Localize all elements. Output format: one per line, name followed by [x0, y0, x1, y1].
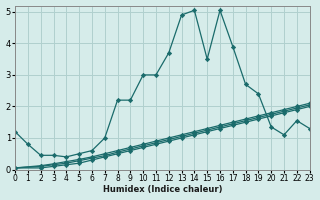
X-axis label: Humidex (Indice chaleur): Humidex (Indice chaleur)	[103, 185, 222, 194]
